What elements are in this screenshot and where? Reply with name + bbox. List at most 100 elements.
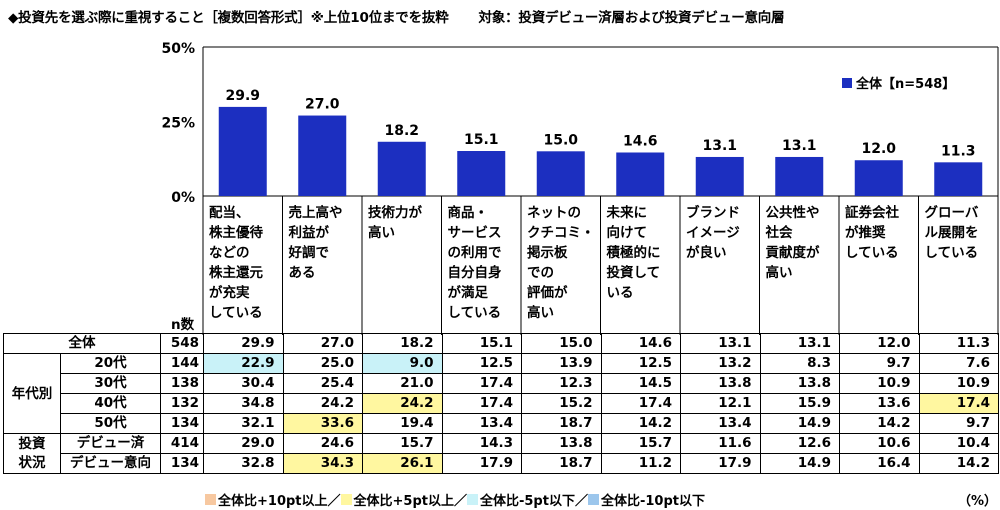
- table-cell: 24.6: [282, 433, 363, 454]
- bar-value-label: 15.1: [464, 132, 499, 148]
- table-cell: 32.1: [203, 413, 284, 434]
- n-header: n数: [171, 317, 195, 333]
- table-cell: 18.7: [521, 413, 602, 434]
- legend-swatch: [205, 494, 216, 505]
- table-cell: 25.0: [282, 353, 363, 374]
- table-cell: 17.9: [680, 453, 761, 474]
- table-cell: 21.0: [362, 373, 443, 394]
- category-label: 利益が: [289, 224, 330, 241]
- table-cell: 14.3: [441, 433, 522, 454]
- table-cell: 25.4: [282, 373, 363, 394]
- row-n: 132: [160, 393, 204, 414]
- highlight-legend-item: 全体比+10pt以上／: [205, 490, 341, 509]
- table-cell: 9.7: [839, 353, 920, 374]
- category-label: 売上高や: [289, 204, 343, 221]
- category-label: 高い: [527, 304, 554, 321]
- bar-value-label: 27.0: [305, 97, 340, 113]
- table-cell: 14.2: [600, 413, 681, 434]
- table-row: 全体 548 29.9 27.0 18.2 15.1 15.0 14.6 13.1 13.1 12.…: [3, 333, 999, 354]
- legend-swatch: [842, 77, 852, 88]
- table-row: 40代 132 34.8 24.2 24.2 17.4 15.2 17.4 12.1 15.9 13…: [4, 393, 999, 414]
- table-cell: 15.9: [759, 393, 840, 414]
- bar: [616, 152, 665, 196]
- category-label: いる: [607, 285, 634, 301]
- category-label: 株主優待: [209, 224, 263, 241]
- category-label: 社会: [765, 224, 794, 241]
- table-cell: 15.2: [521, 393, 602, 414]
- bar-value-label: 13.1: [782, 138, 817, 154]
- table-cell: 33.6: [282, 413, 363, 434]
- category-label: 積極的に: [606, 244, 661, 261]
- row-n: 414: [160, 433, 204, 454]
- table-cell: 13.4: [680, 413, 761, 434]
- category-label: している: [925, 245, 979, 261]
- highlight-legend-label: 全体比-5pt以下／: [479, 494, 588, 509]
- table-cell: 12.6: [759, 433, 840, 454]
- row-label: デビュー意向: [60, 453, 161, 474]
- table-cell: 9.0: [362, 353, 443, 374]
- category-label: 自分自身: [448, 264, 502, 281]
- category-label: している: [448, 305, 502, 321]
- category-label: が良い: [686, 244, 727, 261]
- category-label: などの: [209, 245, 250, 261]
- table-cell: 13.8: [759, 373, 840, 394]
- table-row: 30代 138 30.4 25.4 21.0 17.4 12.3 14.5 13.8 13.8 10…: [4, 373, 999, 394]
- table-cell: 17.9: [441, 453, 522, 474]
- table-cell: 9.7: [918, 413, 999, 434]
- table-cell: 15.0: [521, 333, 602, 354]
- category-label: が充実: [209, 284, 250, 301]
- table-cell: 13.8: [680, 373, 761, 394]
- row-label: 30代: [60, 373, 161, 394]
- row-label: 40代: [60, 393, 161, 414]
- bar-value-label: 11.3: [941, 143, 976, 159]
- table-cell: 13.6: [839, 393, 920, 414]
- highlight-legend-label: 全体比-10pt以下: [600, 494, 705, 509]
- row-label: デビュー済: [60, 433, 161, 454]
- table-cell: 10.9: [839, 373, 920, 394]
- category-label: サービス: [448, 225, 502, 241]
- data-table: 全体 548 29.9 27.0 18.2 15.1 15.0 14.6 13.1 13.1 12.…: [3, 333, 999, 474]
- y-tick-label: 50%: [161, 41, 195, 57]
- bar-value-label: 13.1: [702, 138, 737, 154]
- category-label: ブランド: [686, 204, 740, 221]
- table-cell: 15.7: [600, 433, 681, 454]
- table-cell: 11.2: [600, 453, 681, 474]
- category-label: イメージ: [686, 225, 740, 241]
- category-label: している: [845, 245, 899, 261]
- table-cell: 26.1: [362, 453, 443, 474]
- table-cell: 7.6: [918, 353, 999, 374]
- category-label: 株主還元: [209, 264, 263, 281]
- table-cell: 13.9: [521, 353, 602, 374]
- category-label: クチコミ・: [527, 225, 595, 241]
- table-cell: 10.9: [918, 373, 999, 394]
- table-cell: 16.4: [839, 453, 920, 474]
- table-cell: 12.3: [521, 373, 602, 394]
- category-label: 技術力が: [368, 204, 422, 221]
- row-label: 全体: [3, 333, 161, 354]
- category-label: 高い: [766, 264, 793, 281]
- bar: [457, 151, 506, 196]
- bar-value-label: 15.0: [543, 132, 578, 148]
- table-cell: 19.4: [362, 413, 443, 434]
- category-label: での: [527, 265, 554, 281]
- table-cell: 30.4: [203, 373, 284, 394]
- row-n: 134: [160, 453, 204, 474]
- title-target: 対象：投資デビュー済層および投資デビュー意向層: [478, 10, 785, 26]
- table-cell: 29.0: [203, 433, 284, 454]
- table-cell: 12.0: [839, 333, 920, 354]
- highlight-legend: 全体比+10pt以上／ 全体比+5pt以上／ 全体比-5pt以下／ 全体比-10pt以…: [205, 490, 705, 509]
- table-row: デビュー意向 134 32.8 34.3 26.1 17.9 18.7 11.2 17.9 14.…: [4, 453, 999, 474]
- highlight-legend-item: 全体比-5pt以下／: [466, 490, 588, 509]
- table-cell: 15.7: [362, 433, 443, 454]
- bar: [775, 156, 824, 196]
- table-cell: 34.8: [203, 393, 284, 414]
- bar: [377, 141, 426, 196]
- row-n: 548: [160, 333, 204, 354]
- row-n: 134: [160, 413, 204, 434]
- bar-chart: 0% 25% 50% 29.9 27.0 18.2 15.1 15.0 14.6 13.1 13.1…: [161, 41, 999, 335]
- table-row: 投資 状況 デビュー済 414 29.0 24.6 15.7 14.3 13.8 15.7 11.6…: [3, 433, 999, 474]
- table-cell: 17.4: [441, 373, 522, 394]
- table-cell: 13.1: [759, 333, 840, 354]
- bar: [695, 156, 744, 196]
- table-cell: 8.3: [759, 353, 840, 374]
